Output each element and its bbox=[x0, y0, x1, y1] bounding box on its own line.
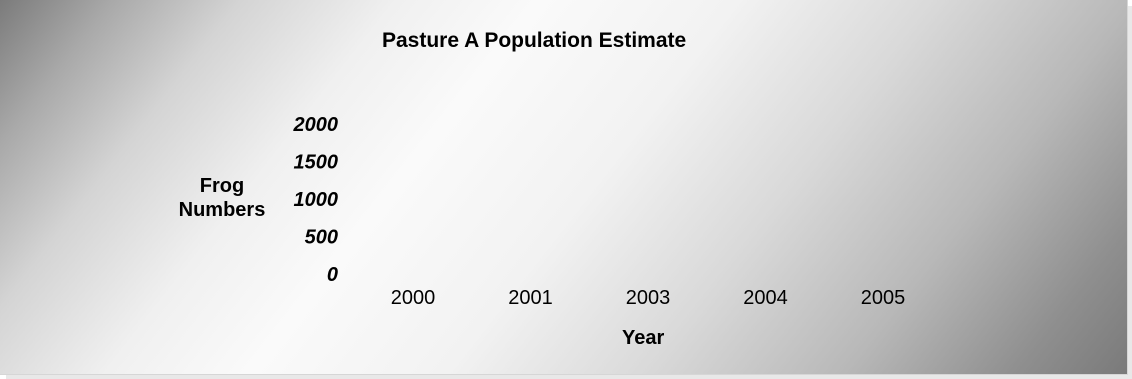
y-axis-title: Frog Numbers bbox=[162, 174, 282, 222]
chart-shadow-bottom bbox=[6, 375, 1132, 379]
x-tick-label: 2001 bbox=[508, 287, 553, 309]
x-tick-label: 2003 bbox=[626, 287, 671, 309]
x-tick-label: 2000 bbox=[391, 287, 436, 309]
chart-title: Pasture A Population Estimate bbox=[382, 29, 687, 52]
y-tick-label: 500 bbox=[305, 227, 338, 249]
y-axis-title-line-2: Numbers bbox=[178, 199, 266, 221]
x-axis-title: Year bbox=[622, 327, 665, 349]
y-tick-label: 0 bbox=[327, 264, 338, 286]
y-tick-label: 1500 bbox=[294, 152, 339, 174]
x-tick-label: 2005 bbox=[861, 287, 906, 309]
y-tick-label: 1000 bbox=[294, 189, 339, 211]
y-axis-title-line-1: Frog bbox=[199, 175, 245, 197]
chart-shadow-right bbox=[1128, 6, 1132, 379]
y-tick-label: 2000 bbox=[293, 114, 339, 136]
x-tick-label: 2004 bbox=[743, 287, 788, 309]
